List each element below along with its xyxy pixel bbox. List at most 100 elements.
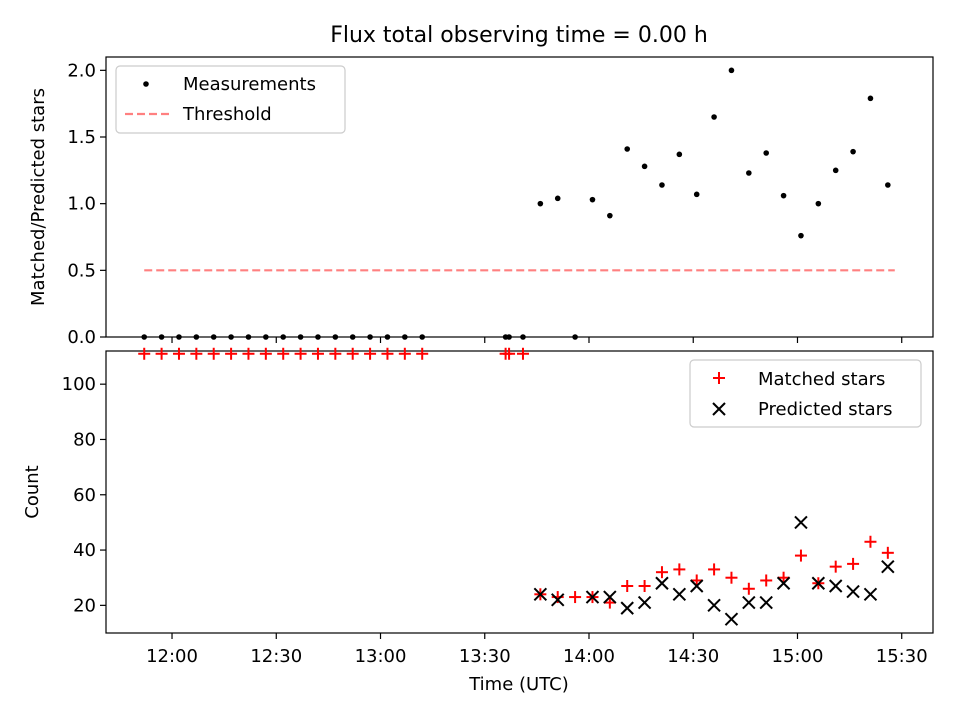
y-tick-label: 100 <box>62 374 96 395</box>
y-tick-label: 60 <box>73 485 96 506</box>
measurement-point <box>537 200 544 207</box>
matched-star-point <box>259 347 272 360</box>
matched-star-point <box>329 347 342 360</box>
matched-star-point <box>603 596 616 609</box>
legend-matched-marker <box>713 372 725 384</box>
measurement-point <box>728 67 735 74</box>
matched-star-point <box>881 546 894 559</box>
top-panel: Matched/Predicted stars 0.0 0.5 1.0 1.5 2.0 <box>28 56 934 348</box>
matched-star-point <box>155 347 168 360</box>
y-tick-label: 1.5 <box>67 127 96 148</box>
measurement-point <box>228 334 234 340</box>
y-tick-label: 40 <box>73 540 96 561</box>
x-tick-label: 13:00 <box>355 646 407 667</box>
legend-predicted-marker <box>712 402 726 416</box>
matched-star-point <box>242 347 255 360</box>
measurement-point <box>780 192 787 199</box>
predicted-star-point <box>533 587 548 602</box>
measurement-point <box>676 151 683 158</box>
bottom-x-ticks: 12:00 12:30 13:00 13:30 14:00 14:30 15:00 15:30 <box>146 633 928 667</box>
predicted-star-point <box>828 579 843 593</box>
matched-star-point <box>569 591 582 604</box>
bottom-axes-frame <box>105 350 934 634</box>
measurement-point <box>141 334 148 340</box>
predicted-star-point <box>846 584 860 599</box>
predicted-star-point <box>776 576 791 590</box>
matched-star-point <box>503 347 516 360</box>
measurement-point <box>867 95 874 102</box>
x-tick-label: 15:00 <box>772 646 824 667</box>
measurement-point <box>158 334 165 340</box>
predicted-star-point <box>724 612 739 626</box>
measurement-point <box>349 334 356 340</box>
y-tick-label: 80 <box>73 429 96 450</box>
y-tick-label: 20 <box>73 595 96 616</box>
measurement-point <box>402 334 408 340</box>
matched-star-point <box>777 571 790 584</box>
predicted-star-point <box>707 598 721 613</box>
matched-star-point <box>847 557 860 570</box>
matched-star-point <box>311 347 324 360</box>
predicted-star-point <box>585 590 600 604</box>
matched-star-point <box>760 574 773 587</box>
measurement-point <box>641 163 648 170</box>
top-y-axis-title: Matched/Predicted stars <box>28 88 49 306</box>
top-legend-box <box>115 65 346 134</box>
x-tick-label: 13:30 <box>459 646 511 667</box>
matched-star-point <box>225 347 238 360</box>
measurement-point <box>384 334 391 340</box>
matched-star-point <box>190 347 203 360</box>
y-tick-label: 1.0 <box>67 194 96 215</box>
predicted-star-point <box>881 559 895 574</box>
matched-star-point <box>416 347 429 360</box>
legend-measurements-marker <box>143 81 149 87</box>
predicted-star-point <box>742 595 756 610</box>
measurement-point <box>815 200 822 207</box>
measurement-point <box>506 334 512 340</box>
measurement-point <box>210 334 217 340</box>
bottom-legend: Matched stars Predicted stars <box>689 359 922 428</box>
matched-star-point <box>398 347 411 360</box>
predicted-star-point <box>551 593 565 607</box>
measurement-point <box>419 334 426 340</box>
matched-star-point <box>794 549 807 562</box>
matched-star-point <box>364 347 377 360</box>
matched-star-point <box>673 563 686 576</box>
measurement-point <box>746 170 752 176</box>
measurement-point <box>763 150 770 156</box>
predicted-star-point <box>690 579 704 593</box>
matched-star-point <box>172 347 185 360</box>
legend-matched-label: Matched stars <box>758 369 885 390</box>
measurement-point <box>297 334 304 340</box>
matched-star-point <box>277 347 290 360</box>
measurement-point <box>624 146 631 152</box>
measurement-point <box>572 334 578 340</box>
measurement-point <box>711 114 717 120</box>
measurement-point <box>193 334 200 340</box>
predicted-star-point <box>672 587 687 602</box>
legend-measurements-label: Measurements <box>183 74 316 95</box>
measurement-point <box>885 182 891 188</box>
measurement-point <box>659 182 665 188</box>
matched-star-point <box>638 580 651 592</box>
measurement-point <box>332 334 339 340</box>
top-legend: Measurements Threshold <box>115 65 346 134</box>
figure-title: Flux total observing time = 0.00 h <box>330 23 708 48</box>
matched-star-point <box>708 563 721 576</box>
matched-star-point <box>516 347 529 360</box>
top-x-ticks <box>171 337 903 343</box>
top-plot-area <box>105 56 934 340</box>
y-tick-label: 0.0 <box>67 327 96 348</box>
matched-star-point <box>207 347 220 360</box>
matched-star-point <box>655 566 668 579</box>
x-tick-label: 12:00 <box>146 646 198 667</box>
measurement-point <box>263 334 269 340</box>
matched-star-point <box>829 560 842 573</box>
measurement-point <box>589 196 596 203</box>
matched-star-point <box>346 347 359 360</box>
legend-threshold-label: Threshold <box>182 104 272 125</box>
bottom-panel: Count 20 40 60 80 100 12:00 12:30 13:00 13:30 14… <box>22 347 934 695</box>
legend-predicted-label: Predicted stars <box>758 399 892 420</box>
predicted-star-point <box>794 515 808 530</box>
